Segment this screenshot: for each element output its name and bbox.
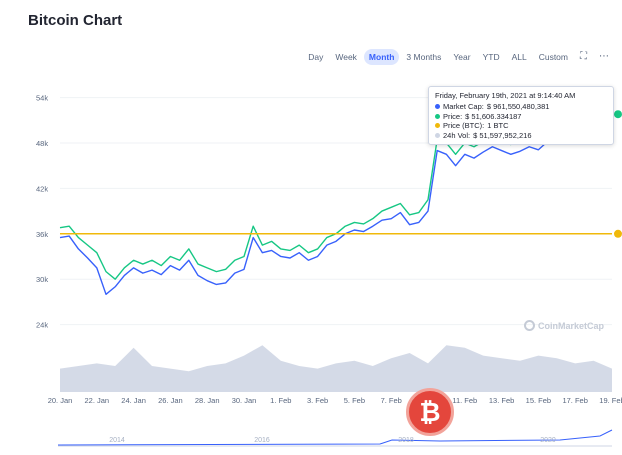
tooltip-value: $ 51,606.334187 (465, 111, 522, 121)
page-title: Bitcoin Chart (28, 12, 123, 29)
x-tick-label: 11. Feb (452, 396, 477, 405)
tooltip-value: $ 961,550,480,381 (486, 102, 550, 111)
price-marker (614, 110, 622, 119)
range-custom-button[interactable]: Custom (538, 51, 568, 62)
tooltip-label: 24h Vol: (443, 130, 471, 140)
tooltip-label: Price: (443, 111, 463, 121)
price-dot-icon (435, 113, 440, 119)
x-tick-label: 7. Feb (381, 396, 402, 405)
x-tick-label: 28. Jan (195, 396, 220, 405)
tooltip-label: Price (BTC): (443, 121, 485, 130)
chart-tooltip: Friday, February 19th, 2021 at 9:14:40 A… (428, 86, 614, 145)
navigator-year-label: 2020 (540, 437, 556, 444)
volume-area (60, 345, 612, 392)
tooltip-row-price-btc: Price (BTC): 1 BTC (435, 121, 607, 131)
range-day-button[interactable]: Day (308, 51, 324, 62)
x-tick-label: 17. Feb (562, 396, 587, 405)
tooltip-row-volume: 24h Vol: $ 51,597,952,216 (435, 131, 607, 141)
x-tick-label: 24. Jan (121, 396, 146, 405)
x-tick-label: 26. Jan (158, 396, 183, 405)
x-tick-label: 20. Jan (48, 396, 73, 405)
y-tick-label: 54k (36, 94, 48, 103)
range-ytd-button[interactable]: YTD (482, 51, 500, 62)
range-month-button[interactable]: Month (363, 48, 400, 65)
coinmarketcap-watermark: CoinMarketCap (524, 320, 604, 331)
volume-dot-icon (435, 132, 440, 138)
x-tick-label: 1. Feb (270, 396, 291, 405)
tooltip-header: Friday, February 19th, 2021 at 9:14:40 A… (435, 91, 576, 100)
navigator-year-label: 2018 (398, 437, 414, 444)
more-icon[interactable]: ⋯ (599, 51, 609, 62)
y-tick-label: 30k (36, 275, 48, 284)
x-tick-label: 22. Jan (84, 396, 109, 405)
y-tick-label: 36k (36, 230, 48, 239)
coinmarketcap-logo-icon (524, 320, 535, 331)
x-tick-label: 19. Feb (599, 396, 622, 405)
range-year-button[interactable]: Year (453, 51, 471, 62)
y-tick-label: 42k (36, 184, 48, 193)
tooltip-value: 1 BTC (487, 121, 509, 130)
range-week-button[interactable]: Week (335, 51, 357, 62)
bitcoin-badge-icon: ₿ (406, 388, 454, 436)
time-range-toolbar: Day Week Month 3 Months Year YTD ALL Cus… (303, 48, 614, 65)
fullscreen-icon[interactable]: ⛶ (580, 51, 587, 62)
price-btc-marker (614, 229, 622, 238)
watermark-text: CoinMarketCap (538, 320, 605, 331)
tooltip-label: Market Cap: (443, 102, 484, 111)
price-btc-dot-icon (435, 123, 440, 129)
y-tick-label: 48k (36, 139, 48, 148)
navigator-year-label: 2016 (254, 437, 270, 444)
x-tick-label: 13. Feb (489, 396, 514, 405)
market-cap-dot-icon (435, 104, 440, 110)
y-tick-label: 24k (36, 321, 48, 330)
range-all-button[interactable]: ALL (511, 51, 527, 62)
tooltip-row-price: Price: $ 51,606.334187 (435, 112, 607, 122)
range-3months-button[interactable]: 3 Months (406, 51, 442, 62)
x-tick-label: 5. Feb (344, 396, 365, 405)
tooltip-value: $ 51,597,952,216 (473, 130, 532, 140)
x-tick-label: 3. Feb (307, 396, 328, 405)
tooltip-row-market-cap: Market Cap: $ 961,550,480,381 (435, 102, 607, 112)
x-tick-label: 15. Feb (526, 396, 551, 405)
series-line-market-cap (59, 131, 576, 296)
navigator-year-label: 2014 (109, 437, 125, 444)
x-tick-label: 30. Jan (232, 396, 257, 405)
navigator-line (57, 429, 613, 446)
